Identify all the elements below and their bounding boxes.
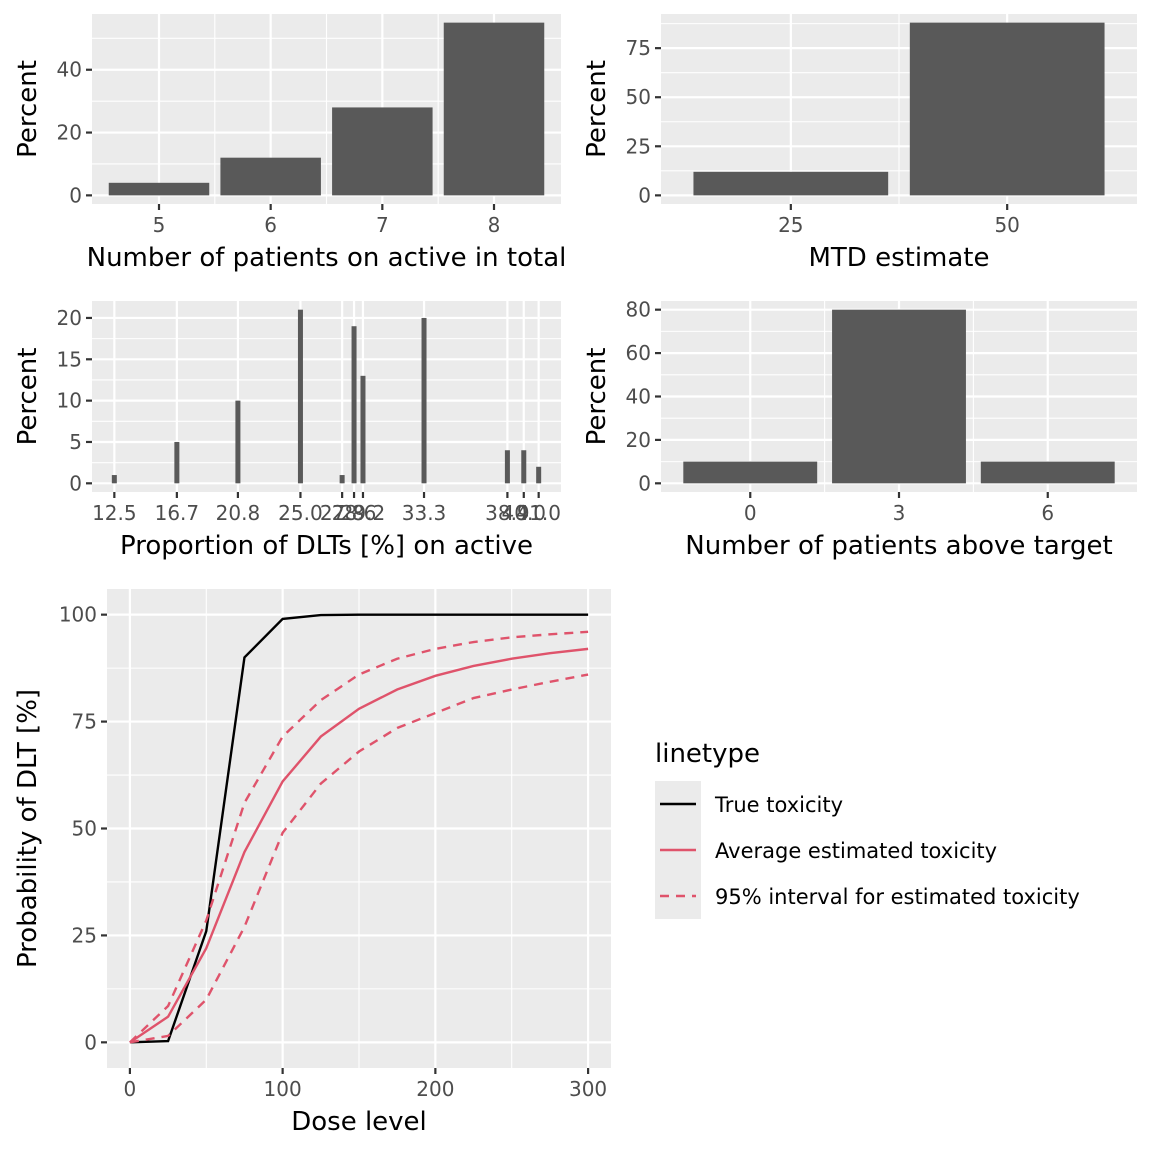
y-tick-label: 0 [69,471,82,495]
bar-25 [693,171,889,196]
x-tick-label: 7 [376,213,389,237]
bar-7 [332,107,433,196]
series-line-3 [129,673,589,1044]
x-tick-label: 6 [1041,501,1054,525]
x-tick-label: 200 [416,1077,454,1101]
legend: linetype True toxicity Average estimated t… [655,739,1080,919]
y-tick-label: 0 [69,183,82,207]
y-tick-label: 20 [626,428,651,452]
bar-6 [220,157,321,196]
chart-prop_dlts: 0 5 10 15 20 12.5 16.7 20.8 25.027.828.629.2 33.3… [13,301,561,561]
bar-33.3 [421,317,427,484]
y-tick-label: 5 [69,430,82,454]
y-axis-title: Percent [13,60,43,158]
bar-5 [108,182,210,196]
y-tick-label: 40 [57,58,82,82]
y-tick-label: 0 [638,183,651,207]
y-tick-label: 20 [57,306,82,330]
x-tick-label: 100 [264,1077,302,1101]
x-tick-label: 16.7 [155,501,200,525]
x-tick-label: 38.9 [485,501,530,525]
y-axis-title: Percent [13,348,43,446]
x-tick-label: 0 [744,501,757,525]
bar-3 [832,309,966,484]
bar-38.9 [504,450,510,484]
panel-background [92,301,561,492]
x-tick-label: 20.8 [216,501,261,525]
y-tick-label: 25 [626,134,651,158]
x-tick-label: 27.8 [320,501,365,525]
x-tick-label: 12.5 [92,501,137,525]
chart-dose_toxicity: 0 25 50 75 100 0 100 200 300 Dose level Probabilit… [13,589,1080,1137]
y-tick-label: 50 [626,85,651,109]
x-tick-label: 0 [124,1077,137,1101]
bar-28.6 [351,326,357,484]
y-tick-label: 75 [72,710,97,734]
bar-8 [443,22,545,196]
bar-0 [683,461,818,484]
y-axis-title: Percent [582,348,612,446]
y-tick-label: 80 [626,298,651,322]
chart-patients_total: 0 20 40 5 6 7 8 Number of patients on active in… [13,14,566,273]
y-tick-label: 75 [626,36,651,60]
bar-25.0 [297,309,303,484]
x-tick-label: 50 [994,213,1019,237]
x-tick-label: 25 [778,213,803,237]
bar-41.0 [536,466,542,484]
bar-50 [909,22,1105,196]
x-tick-label: 40.0 [502,501,547,525]
series-line-0 [129,613,589,1044]
x-tick-label: 41.0 [516,501,561,525]
y-axis-title: Probability of DLT [%] [13,689,43,968]
bar-27.8 [339,475,345,484]
bar-12.5 [111,475,117,484]
bar-6 [980,461,1115,484]
legend-label: True toxicity [714,793,843,817]
y-tick-label: 60 [626,341,651,365]
x-tick-label: 29.2 [341,501,386,525]
y-tick-label: 50 [72,817,97,841]
x-tick-label: 8 [488,213,501,237]
bar-29.2 [360,375,366,484]
bar-16.7 [174,441,180,484]
y-tick-label: 0 [638,471,651,495]
y-tick-label: 0 [84,1030,97,1054]
y-tick-label: 20 [57,121,82,145]
y-tick-label: 100 [59,603,97,627]
x-axis-title: Proportion of DLTs [%] on active [120,531,533,561]
legend-label: 95% interval for estimated toxicity [715,885,1080,909]
x-axis-title: Number of patients above target [685,531,1112,561]
bar-40.0 [521,450,527,484]
x-axis-title: Number of patients on active in total [87,243,567,273]
x-axis-title: MTD estimate [808,243,989,273]
x-tick-label: 3 [893,501,906,525]
y-tick-label: 10 [57,389,82,413]
x-tick-label: 6 [264,213,277,237]
x-tick-label: 28.6 [332,501,377,525]
x-axis-title: Dose level [291,1107,427,1137]
x-tick-label: 5 [153,213,166,237]
series-line-1 [129,647,589,1044]
y-tick-label: 15 [57,347,82,371]
x-tick-label: 25.0 [278,501,323,525]
x-tick-label: 300 [569,1077,607,1101]
y-axis-title: Percent [582,60,612,158]
legend-label: Average estimated toxicity [715,839,997,863]
legend-title: linetype [655,739,760,769]
bar-20.8 [235,400,241,484]
chart-patients_above_target: 0 20 40 60 80 0 3 6 Number of patients above tar… [582,298,1137,561]
series-line-2 [129,630,589,1044]
y-tick-label: 25 [72,923,97,947]
x-tick-label: 33.3 [402,501,447,525]
y-tick-label: 40 [626,385,651,409]
